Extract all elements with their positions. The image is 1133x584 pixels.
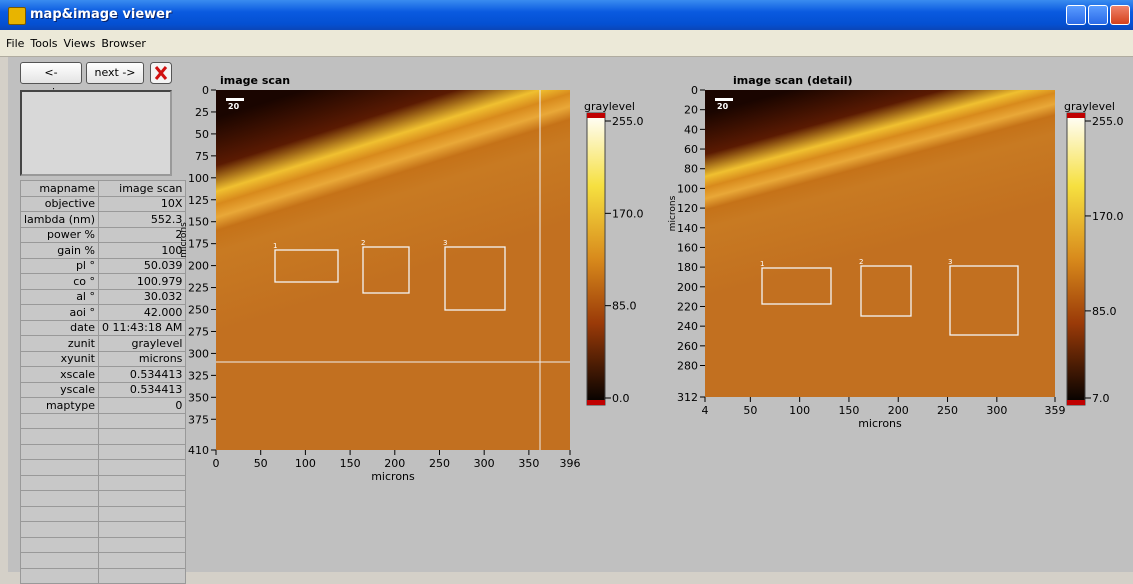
scale-bar	[715, 98, 733, 101]
roi-label: 1	[760, 260, 764, 268]
colorbar-title: graylevel	[584, 100, 635, 113]
x-tick-label: 100	[295, 457, 316, 470]
colorbar-tick-label: 85.0	[612, 300, 637, 313]
x-tick-label: 396	[560, 457, 581, 470]
y-tick-label: 175	[188, 238, 209, 251]
y-tick-label: 40	[684, 123, 698, 136]
y-tick-label: 0	[202, 84, 209, 97]
x-tick-label: 200	[384, 457, 405, 470]
x-tick-label: 300	[474, 457, 495, 470]
x-tick-label: 100	[789, 404, 810, 417]
y-tick-label: 20	[684, 104, 698, 117]
colorbar-tick-label: 255.0	[612, 115, 644, 128]
y-tick-label: 350	[188, 391, 209, 404]
panel-title: image scan	[220, 74, 290, 87]
y-tick-label: 75	[195, 150, 209, 163]
x-tick-label: 200	[888, 404, 909, 417]
x-tick-label: 4	[702, 404, 709, 417]
y-tick-label: 225	[188, 282, 209, 295]
x-tick-label: 300	[986, 404, 1007, 417]
y-axis-label: microns	[668, 195, 678, 231]
y-tick-label: 220	[677, 300, 698, 313]
roi-label: 2	[361, 239, 365, 247]
x-tick-label: 50	[743, 404, 757, 417]
y-axis-label: microns	[179, 222, 189, 258]
colorbar-cap	[587, 113, 605, 118]
x-tick-label: 359	[1045, 404, 1066, 417]
y-tick-label: 50	[195, 128, 209, 141]
colorbar-tick-label: 7.0	[1092, 392, 1110, 405]
y-tick-label: 375	[188, 413, 209, 426]
y-tick-label: 0	[691, 84, 698, 97]
colorbar-tick-label: 170.0	[612, 207, 644, 220]
scale-bar-label: 20	[228, 102, 240, 111]
y-tick-label: 200	[188, 260, 209, 273]
y-tick-label: 80	[684, 163, 698, 176]
colorbar-tick-label: 170.0	[1092, 210, 1124, 223]
roi-label: 2	[859, 258, 863, 266]
x-tick-label: 250	[429, 457, 450, 470]
y-tick-label: 60	[684, 143, 698, 156]
y-tick-label: 300	[188, 347, 209, 360]
y-tick-label: 325	[188, 369, 209, 382]
scale-bar	[226, 98, 244, 101]
colorbar-tick-label: 85.0	[1092, 305, 1117, 318]
colorbar-cap	[1067, 400, 1085, 405]
y-tick-label: 200	[677, 281, 698, 294]
y-tick-label: 140	[677, 222, 698, 235]
x-tick-label: 0	[213, 457, 220, 470]
colorbar-title: graylevel	[1064, 100, 1115, 113]
x-axis-label: microns	[371, 470, 415, 483]
colorbar-tick-label: 255.0	[1092, 115, 1124, 128]
y-tick-label: 275	[188, 325, 209, 338]
x-tick-label: 350	[518, 457, 539, 470]
roi-label: 3	[948, 258, 952, 266]
y-tick-label: 160	[677, 241, 698, 254]
y-tick-label: 312	[677, 391, 698, 404]
y-tick-label: 25	[195, 106, 209, 119]
image	[216, 90, 570, 450]
x-tick-label: 50	[254, 457, 268, 470]
x-tick-label: 150	[340, 457, 361, 470]
roi-label: 3	[443, 239, 447, 247]
panel-title: image scan (detail)	[733, 74, 853, 87]
image	[705, 90, 1055, 397]
y-tick-label: 240	[677, 320, 698, 333]
app-window: {"window":{"title":"map&image viewer"}, …	[0, 0, 1133, 572]
y-tick-label: 150	[188, 216, 209, 229]
colorbar	[1067, 113, 1085, 405]
x-tick-label: 250	[937, 404, 958, 417]
y-tick-label: 180	[677, 261, 698, 274]
y-tick-label: 280	[677, 360, 698, 373]
scale-bar-label: 20	[717, 102, 729, 111]
colorbar-tick-label: 0.0	[612, 392, 630, 405]
y-tick-label: 250	[188, 304, 209, 317]
y-tick-label: 125	[188, 194, 209, 207]
y-tick-label: 260	[677, 340, 698, 353]
colorbar	[587, 113, 605, 405]
x-axis-label: microns	[858, 417, 902, 430]
y-tick-label: 100	[188, 172, 209, 185]
y-tick-label: 100	[677, 182, 698, 195]
y-tick-label: 410	[188, 444, 209, 457]
roi-label: 1	[273, 242, 277, 250]
colorbar-cap	[587, 400, 605, 405]
y-tick-label: 120	[677, 202, 698, 215]
x-tick-label: 150	[838, 404, 859, 417]
colorbar-cap	[1067, 113, 1085, 118]
